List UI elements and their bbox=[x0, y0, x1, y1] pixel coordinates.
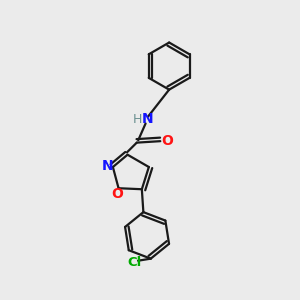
Text: H: H bbox=[133, 112, 142, 126]
Text: O: O bbox=[161, 134, 173, 148]
Text: N: N bbox=[142, 112, 154, 126]
Text: Cl: Cl bbox=[128, 256, 142, 269]
Text: O: O bbox=[111, 187, 123, 200]
Text: N: N bbox=[102, 158, 113, 172]
